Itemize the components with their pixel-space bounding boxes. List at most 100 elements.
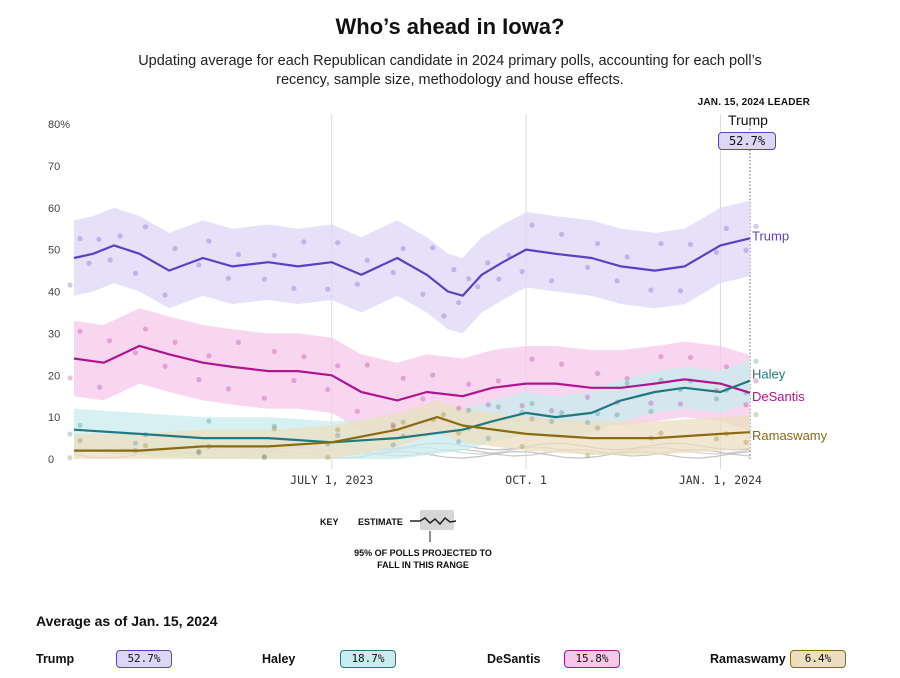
poll-dot	[723, 364, 730, 370]
poll-dot	[162, 292, 168, 298]
average-item-trump: Trump 52.7%	[36, 650, 176, 670]
poll-dot	[430, 372, 436, 378]
poll-dot	[594, 370, 601, 376]
series-label-haley: Haley	[752, 367, 786, 382]
poll-dot	[624, 380, 630, 387]
poll-dot	[107, 257, 113, 263]
poll-dot	[713, 436, 720, 442]
poll-dot	[325, 387, 331, 393]
poll-dot	[713, 396, 720, 402]
poll-dot	[549, 278, 555, 284]
poll-dot	[456, 430, 462, 436]
poll-dot	[485, 402, 491, 408]
poll-dot	[335, 363, 341, 369]
poll-dot	[430, 245, 436, 251]
poll-dot	[390, 269, 396, 276]
poll-dot	[743, 439, 749, 445]
poll-dot	[301, 354, 307, 360]
poll-dot	[624, 375, 630, 381]
range-band-ramaswamy	[74, 400, 750, 459]
poll-dot	[466, 381, 472, 387]
poll-dot	[67, 455, 73, 461]
poll-dot	[390, 424, 396, 430]
poll-dot	[495, 404, 501, 410]
poll-dot	[713, 249, 720, 255]
poll-dot	[687, 354, 694, 361]
poll-dot	[456, 405, 462, 411]
poll-dot	[235, 339, 242, 345]
y-tick-label: 80%	[48, 119, 70, 131]
poll-dot	[440, 412, 446, 418]
average-item-ramaswamy: Ramaswamy 6.4%	[710, 650, 870, 670]
poll-dot	[466, 407, 472, 413]
poll-dot	[529, 222, 535, 228]
poll-dot	[67, 282, 73, 288]
poll-dot	[519, 443, 525, 450]
poll-dot	[658, 377, 664, 383]
average-item-haley: Haley 18.7%	[262, 650, 402, 670]
y-tick-label: 20	[48, 370, 60, 382]
poll-dot	[261, 395, 267, 401]
y-tick-label: 40	[48, 287, 60, 299]
series-line-trump	[73, 237, 751, 297]
series-label-ramaswamy: Ramaswamy	[752, 428, 828, 443]
average-value-badge: 15.8%	[564, 650, 620, 668]
poll-dot	[753, 412, 759, 418]
poll-dot	[142, 443, 149, 449]
poll-dot	[271, 252, 277, 258]
poll-dot	[495, 378, 501, 384]
page-title: Who’s ahead in Iowa?	[335, 14, 565, 39]
poll-dot	[614, 412, 620, 418]
poll-dot	[594, 425, 601, 431]
poll-dot	[235, 251, 242, 258]
poll-dot	[723, 225, 730, 232]
poll-dot	[354, 408, 360, 415]
page-subtitle: Updating average for each Republican can…	[138, 53, 762, 88]
poll-dot	[743, 247, 749, 253]
poll-dot	[687, 241, 694, 247]
poll-dot	[658, 354, 664, 360]
poll-dot	[753, 223, 759, 229]
poll-dot	[456, 439, 462, 445]
poll-dot	[466, 276, 472, 282]
poll-dot	[261, 453, 267, 460]
average-title: Average as of Jan. 15, 2024	[36, 613, 218, 629]
poll-dot	[106, 338, 113, 344]
poll-dot	[519, 269, 525, 275]
poll-dot	[196, 449, 202, 456]
poll-dot	[325, 286, 331, 292]
poll-dot	[196, 262, 202, 268]
poll-dot	[142, 224, 149, 230]
y-tick-label: 50	[48, 245, 60, 257]
poll-dot	[456, 299, 462, 306]
average-value-badge: 18.7%	[340, 650, 396, 668]
poll-dot	[77, 422, 83, 428]
average-item-desantis: DeSantis 15.8%	[487, 650, 637, 670]
x-tick-label: OCT. 1	[505, 473, 547, 487]
y-tick-label: 10	[48, 412, 60, 424]
y-tick-label: 70	[48, 161, 60, 173]
poll-dot	[584, 394, 591, 400]
poll-dot	[206, 238, 212, 244]
poll-dot	[96, 236, 102, 242]
poll-dot	[496, 276, 502, 282]
series-label-trump: Trump	[752, 228, 789, 243]
poll-dot	[96, 384, 103, 390]
series-label-desantis: DeSantis	[752, 389, 805, 404]
poll-dot	[364, 362, 370, 368]
poll-dot	[658, 240, 664, 247]
poll-dot	[335, 427, 341, 433]
poll-dot	[753, 358, 759, 364]
poll-dot	[584, 419, 591, 425]
poll-dot	[594, 410, 601, 417]
poll-dot	[584, 264, 591, 271]
poll-dot	[261, 276, 267, 282]
poll-dot	[172, 339, 178, 345]
poll-dot	[451, 266, 457, 273]
poll-dot	[271, 348, 277, 355]
poll-dot	[77, 437, 83, 444]
poll-dot	[335, 240, 341, 246]
poll-dot	[677, 288, 684, 294]
y-tick-label: 30	[48, 328, 60, 340]
